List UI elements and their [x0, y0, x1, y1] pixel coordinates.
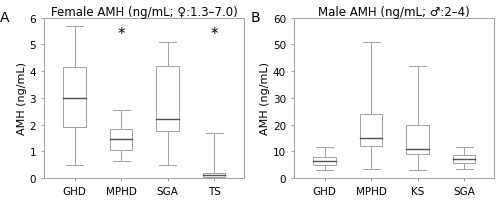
- Text: *: *: [118, 27, 125, 42]
- Bar: [406, 125, 429, 154]
- Y-axis label: AMH (ng/mL): AMH (ng/mL): [16, 62, 26, 135]
- Bar: [156, 66, 179, 132]
- Bar: [314, 157, 336, 165]
- Text: A: A: [0, 11, 10, 24]
- Bar: [360, 114, 382, 146]
- Title: Female AMH (ng/mL; ♀:1.3–7.0): Female AMH (ng/mL; ♀:1.3–7.0): [51, 5, 238, 18]
- Bar: [110, 129, 132, 150]
- Bar: [453, 156, 475, 164]
- Text: *: *: [210, 27, 218, 42]
- Title: Male AMH (ng/mL; ♂:2–4): Male AMH (ng/mL; ♂:2–4): [318, 5, 470, 18]
- Text: B: B: [250, 11, 260, 24]
- Bar: [203, 174, 226, 177]
- Bar: [64, 68, 86, 128]
- Y-axis label: AMH (ng/mL): AMH (ng/mL): [260, 62, 270, 135]
